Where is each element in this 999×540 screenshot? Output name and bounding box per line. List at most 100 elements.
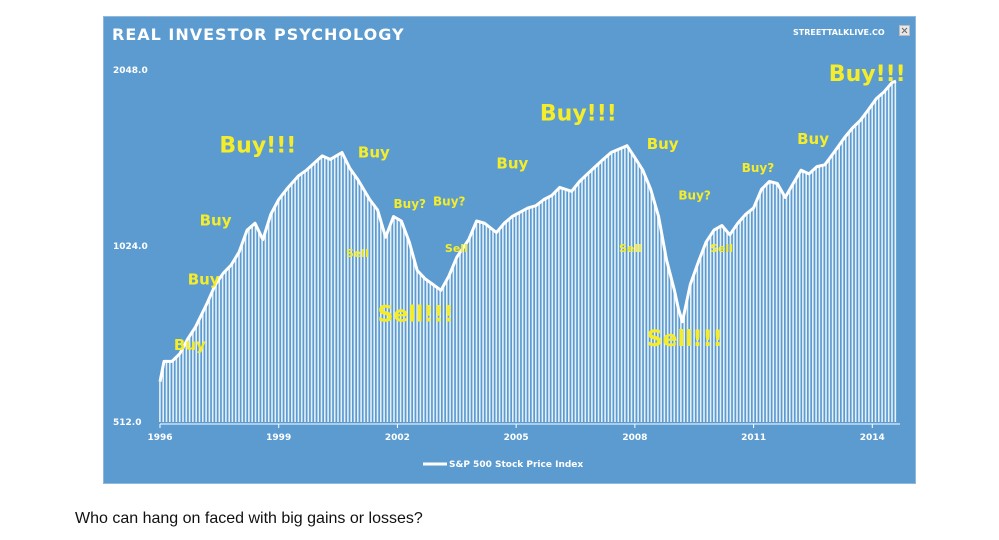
price-bar: [512, 216, 514, 422]
price-bar: [479, 221, 481, 422]
price-bar: [370, 201, 372, 422]
price-bar: [208, 297, 211, 422]
price-bar: [831, 154, 834, 422]
price-bar: [762, 187, 765, 422]
price-bar: [228, 267, 230, 422]
price-bar: [215, 283, 217, 422]
price-bar: [508, 218, 511, 422]
price-bar: [785, 195, 788, 422]
price-bar: [696, 264, 699, 422]
price-bar: [274, 205, 277, 422]
x-tick-label: 2002: [385, 433, 410, 443]
price-bar: [660, 230, 662, 422]
price-bar: [238, 252, 240, 422]
price-bar: [396, 218, 399, 422]
price-bar: [881, 93, 883, 423]
price-bar: [188, 335, 191, 422]
price-bar: [337, 154, 339, 423]
price-bar: [465, 242, 468, 422]
price-bar: [422, 277, 425, 422]
price-bar: [459, 252, 461, 422]
price-bar: [389, 223, 392, 422]
price-bar: [818, 166, 821, 422]
price-bar: [284, 191, 286, 422]
price-bar: [528, 207, 530, 422]
price-bar: [261, 238, 263, 422]
price-bar: [726, 231, 728, 422]
price-bar: [198, 318, 201, 422]
price-bar: [690, 282, 692, 422]
annotation-label: Sell: [619, 242, 642, 255]
price-bar: [357, 179, 359, 422]
price-bar: [324, 157, 326, 422]
price-bar: [825, 163, 827, 422]
y-tick-label: 1024.0: [113, 242, 148, 252]
price-bar: [782, 193, 784, 422]
price-bar: [178, 353, 181, 422]
close-icon[interactable]: [899, 25, 910, 36]
price-bar: [231, 262, 234, 422]
price-bar: [637, 162, 639, 422]
price-bar: [333, 156, 336, 422]
price-bar: [291, 183, 293, 422]
price-bar: [878, 96, 880, 423]
price-bar: [258, 231, 260, 422]
price-bar: [429, 282, 432, 422]
price-bar: [254, 224, 257, 422]
price-bar: [251, 225, 253, 422]
price-bar: [861, 117, 864, 422]
price-bar: [538, 203, 540, 422]
price-bar: [327, 158, 329, 422]
price-bar: [172, 360, 174, 422]
price-bar: [314, 162, 316, 422]
price-bar: [723, 227, 725, 422]
price-bar: [650, 191, 653, 422]
legend: S&P 500 Stock Price Index: [423, 460, 583, 470]
price-bar: [627, 147, 629, 422]
price-bar: [653, 202, 656, 422]
price-bar: [805, 172, 807, 422]
price-bar: [554, 191, 557, 422]
price-bar: [732, 229, 735, 422]
price-bar: [802, 171, 804, 422]
price-bar: [746, 213, 748, 422]
price-bar: [241, 242, 244, 422]
price-bar: [703, 247, 705, 422]
legend-label: S&P 500 Stock Price Index: [449, 460, 583, 470]
price-bar: [244, 233, 247, 422]
annotation-label: Buy: [358, 144, 390, 162]
price-bar: [185, 341, 188, 422]
price-bar: [716, 228, 718, 422]
price-bar: [492, 229, 494, 422]
price-bar: [772, 182, 775, 422]
price-bar: [505, 221, 507, 422]
price-bar: [525, 208, 527, 422]
price-bar: [795, 178, 798, 422]
price-bar: [736, 224, 738, 422]
price-bar: [386, 232, 389, 422]
price-bar: [756, 200, 758, 422]
price-bar: [673, 290, 676, 422]
price-bar: [841, 140, 844, 423]
price-bar: [779, 188, 781, 422]
price-bar: [891, 82, 893, 422]
price-bar: [887, 86, 890, 423]
price-bar: [304, 171, 306, 422]
price-bar: [455, 257, 458, 422]
annotation-label: Sell!!!: [647, 327, 723, 352]
price-bar: [495, 232, 498, 422]
price-bar: [657, 214, 659, 422]
price-bar: [205, 305, 207, 422]
annotation-label: Buy?: [678, 189, 711, 203]
price-bar: [680, 317, 682, 422]
price-bar: [225, 270, 227, 422]
price-bar: [376, 210, 379, 422]
price-bar: [399, 220, 402, 422]
price-bar: [162, 364, 164, 422]
price-bar: [775, 183, 778, 422]
price-bar: [426, 280, 428, 422]
price-bar: [858, 121, 860, 422]
price-bar: [406, 236, 408, 422]
price-bar: [789, 189, 791, 422]
source-label: STREETTALKLIVE.CO: [793, 28, 885, 37]
